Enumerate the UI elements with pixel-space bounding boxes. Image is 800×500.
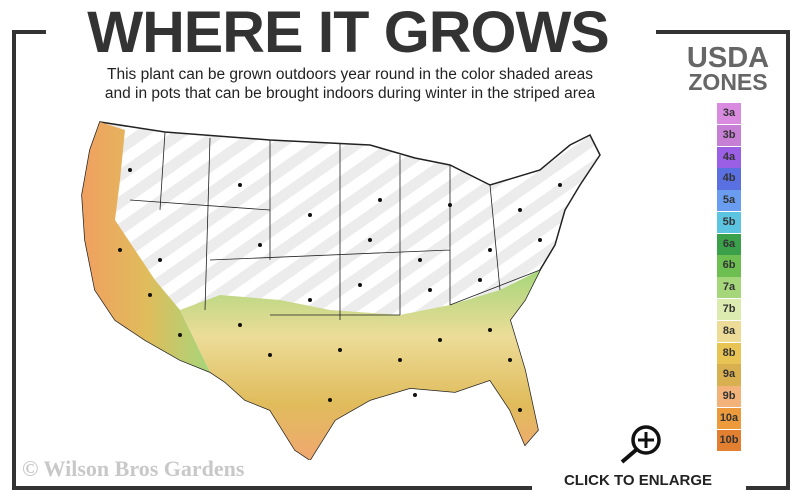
zone-swatch-7b: 7b (717, 299, 741, 321)
city-dot (378, 198, 382, 202)
city-dot (178, 333, 182, 337)
zone-swatch-10b: 10b (717, 429, 741, 451)
zone-swatch-10a: 10a (717, 407, 741, 430)
zone-swatch-9a: 9a (717, 364, 741, 386)
legend-title-line-1: USDA (686, 42, 770, 74)
city-dot (148, 293, 152, 297)
usa-zone-map[interactable] (70, 110, 610, 460)
west-coast-zones (82, 122, 210, 372)
zone-swatch-3a: 3a (717, 103, 741, 125)
city-dot (558, 183, 562, 187)
frame-left (12, 30, 16, 490)
southern-zones (180, 270, 540, 460)
city-dot (438, 338, 442, 342)
city-dot (418, 258, 422, 262)
copyright-watermark: © Wilson Bros Gardens (22, 456, 245, 481)
city-dot (358, 283, 362, 287)
subtitle: This plant can be grown outdoors year ro… (40, 65, 660, 103)
city-dot (238, 323, 242, 327)
zone-swatch-9b: 9b (717, 386, 741, 408)
city-dot (158, 258, 162, 262)
zone-swatch-6b: 6b (717, 255, 741, 277)
city-dot (328, 398, 332, 402)
city-dot (518, 208, 522, 212)
city-dot (508, 358, 512, 362)
frame-top-left (12, 30, 46, 34)
city-dot (538, 238, 542, 242)
city-dot (368, 238, 372, 242)
zone-swatch-5b: 5b (717, 211, 741, 234)
city-dot (413, 393, 417, 397)
frame-bottom-right (746, 486, 790, 490)
city-dot (308, 213, 312, 217)
zone-swatch-8b: 8b (717, 342, 741, 364)
city-dot (268, 353, 272, 357)
zone-swatch-4a: 4a (717, 146, 741, 168)
zone-swatch-7a: 7a (717, 277, 741, 299)
city-dot (238, 183, 242, 187)
zone-swatch-4b: 4b (717, 168, 741, 190)
subtitle-line-1: This plant can be grown outdoors year ro… (107, 66, 593, 83)
zone-swatch-6a: 6a (717, 233, 741, 255)
city-dot (478, 278, 482, 282)
zone-swatch-3b: 3b (717, 124, 741, 146)
page-title: WHERE IT GROWS (87, 0, 609, 65)
city-dot (128, 168, 132, 172)
zone-swatch-8a: 8a (717, 320, 741, 342)
frame-right (786, 30, 790, 490)
city-dot (338, 348, 342, 352)
click-to-enlarge-button[interactable]: CLICK TO ENLARGE (563, 472, 713, 489)
city-dot (428, 288, 432, 292)
city-dot (398, 358, 402, 362)
city-dot (488, 328, 492, 332)
zoom-in-icon[interactable] (616, 422, 664, 464)
city-dot (448, 203, 452, 207)
city-dot (308, 298, 312, 302)
city-dot (518, 408, 522, 412)
legend-title-line-2: ZONES (688, 69, 768, 95)
frame-bottom-left (12, 486, 532, 490)
subtitle-line-2: and in pots that can be brought indoors … (104, 85, 596, 102)
zone-swatch-5a: 5a (717, 190, 741, 212)
city-dot (258, 243, 262, 247)
city-dot (488, 248, 492, 252)
city-dot (118, 248, 122, 252)
zone-legend: 3a 3b 4a 4b 5a 5b 6a 6b 7a 7b 8a 8b 9a 9b 10a 10b (717, 103, 741, 452)
legend-title: USDA ZONES (678, 42, 778, 95)
frame-top-right (656, 30, 790, 34)
